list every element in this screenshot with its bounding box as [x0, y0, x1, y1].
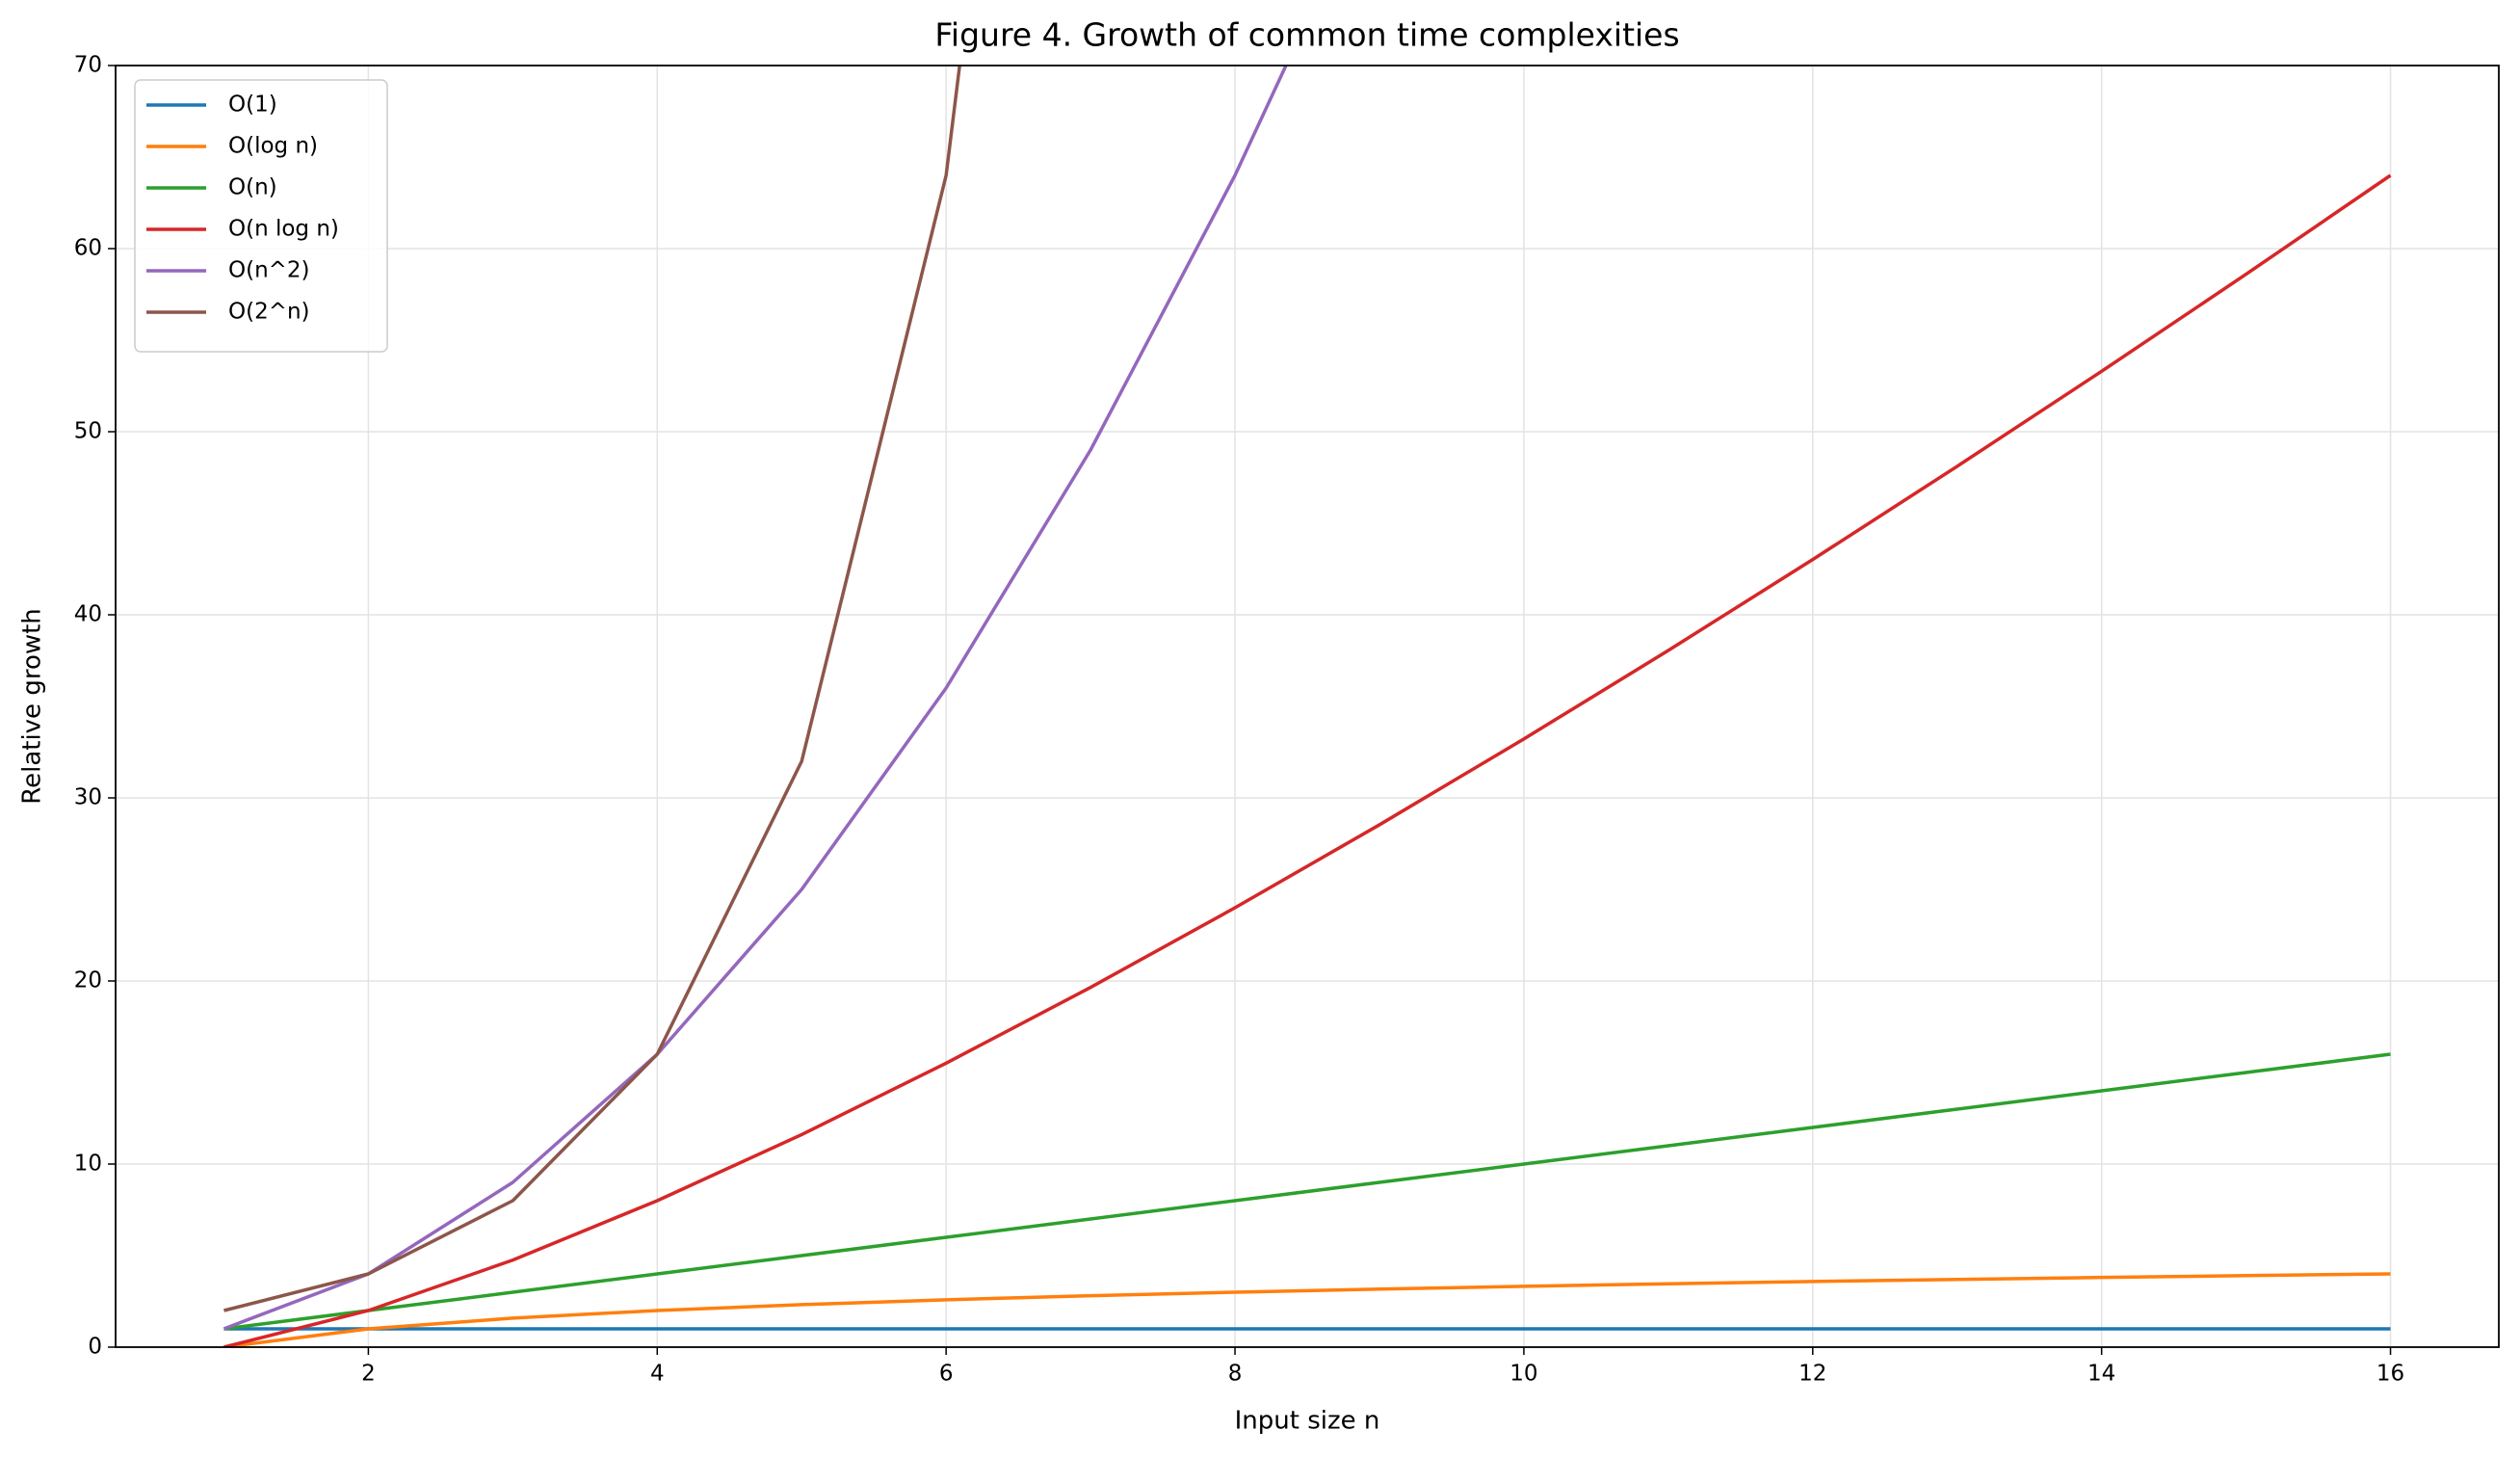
- y-axis-label: Relative growth: [18, 608, 47, 805]
- x-tick-label: 8: [1228, 1362, 1243, 1387]
- y-tick-label: 40: [74, 602, 102, 627]
- y-tick-label: 10: [74, 1152, 102, 1177]
- x-tick-label: 4: [650, 1362, 665, 1387]
- y-tick-label: 0: [88, 1335, 102, 1360]
- plot-area: [223, 0, 2392, 1347]
- y-tick-label: 30: [74, 785, 102, 810]
- x-tick-label: 6: [939, 1362, 954, 1387]
- y-tick-label: 50: [74, 419, 102, 444]
- y-tick-label: 70: [74, 53, 102, 78]
- plot-frame: [115, 65, 2500, 1348]
- x-axis-label: Input size n: [1235, 1407, 1380, 1436]
- y-tick-label: 60: [74, 236, 102, 261]
- x-tick-label: 10: [1509, 1362, 1537, 1387]
- series-line: [223, 173, 2392, 1347]
- legend-label: O(n): [228, 175, 277, 200]
- legend-label: O(n^2): [228, 258, 310, 283]
- x-tick-label: 14: [2087, 1362, 2115, 1387]
- series-line: [223, 1052, 2391, 1331]
- chart-title: Figure 4. Growth of common time complexi…: [934, 16, 1679, 54]
- y-tick-label: 20: [74, 968, 102, 993]
- legend-label: O(1): [228, 93, 277, 118]
- series-line: [223, 66, 1288, 1331]
- series-line: [223, 1272, 2391, 1347]
- legend-label: O(2^n): [228, 300, 310, 325]
- legend-label: O(n log n): [228, 217, 339, 242]
- x-tick-label: 12: [1798, 1362, 1826, 1387]
- x-tick-label: 2: [361, 1362, 376, 1387]
- series-line: [223, 0, 2390, 1311]
- x-tick-label: 16: [2376, 1362, 2404, 1387]
- legend-label: O(log n): [228, 134, 318, 159]
